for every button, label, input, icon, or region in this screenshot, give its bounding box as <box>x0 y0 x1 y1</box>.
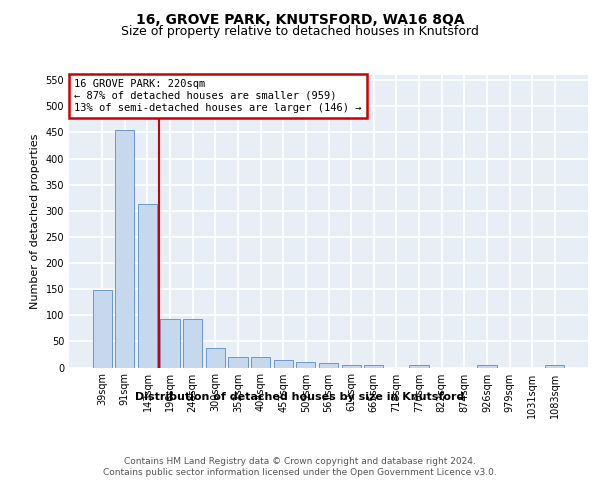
Bar <box>319 364 338 368</box>
Bar <box>274 360 293 368</box>
Text: 16 GROVE PARK: 220sqm
← 87% of detached houses are smaller (959)
13% of semi-det: 16 GROVE PARK: 220sqm ← 87% of detached … <box>74 80 362 112</box>
Bar <box>115 130 134 368</box>
Bar <box>296 362 316 368</box>
Text: 16, GROVE PARK, KNUTSFORD, WA16 8QA: 16, GROVE PARK, KNUTSFORD, WA16 8QA <box>136 12 464 26</box>
Bar <box>183 319 202 368</box>
Bar <box>409 365 428 368</box>
Bar <box>364 366 383 368</box>
Bar <box>545 365 565 368</box>
Bar <box>477 365 497 368</box>
Bar <box>92 290 112 368</box>
Text: Distribution of detached houses by size in Knutsford: Distribution of detached houses by size … <box>136 392 464 402</box>
Bar <box>138 204 157 368</box>
Bar <box>160 319 180 368</box>
Bar <box>341 365 361 368</box>
Text: Size of property relative to detached houses in Knutsford: Size of property relative to detached ho… <box>121 25 479 38</box>
Y-axis label: Number of detached properties: Number of detached properties <box>30 134 40 309</box>
Bar <box>251 356 270 368</box>
Bar <box>229 357 248 368</box>
Text: Contains HM Land Registry data © Crown copyright and database right 2024.
Contai: Contains HM Land Registry data © Crown c… <box>103 458 497 477</box>
Bar <box>206 348 225 368</box>
